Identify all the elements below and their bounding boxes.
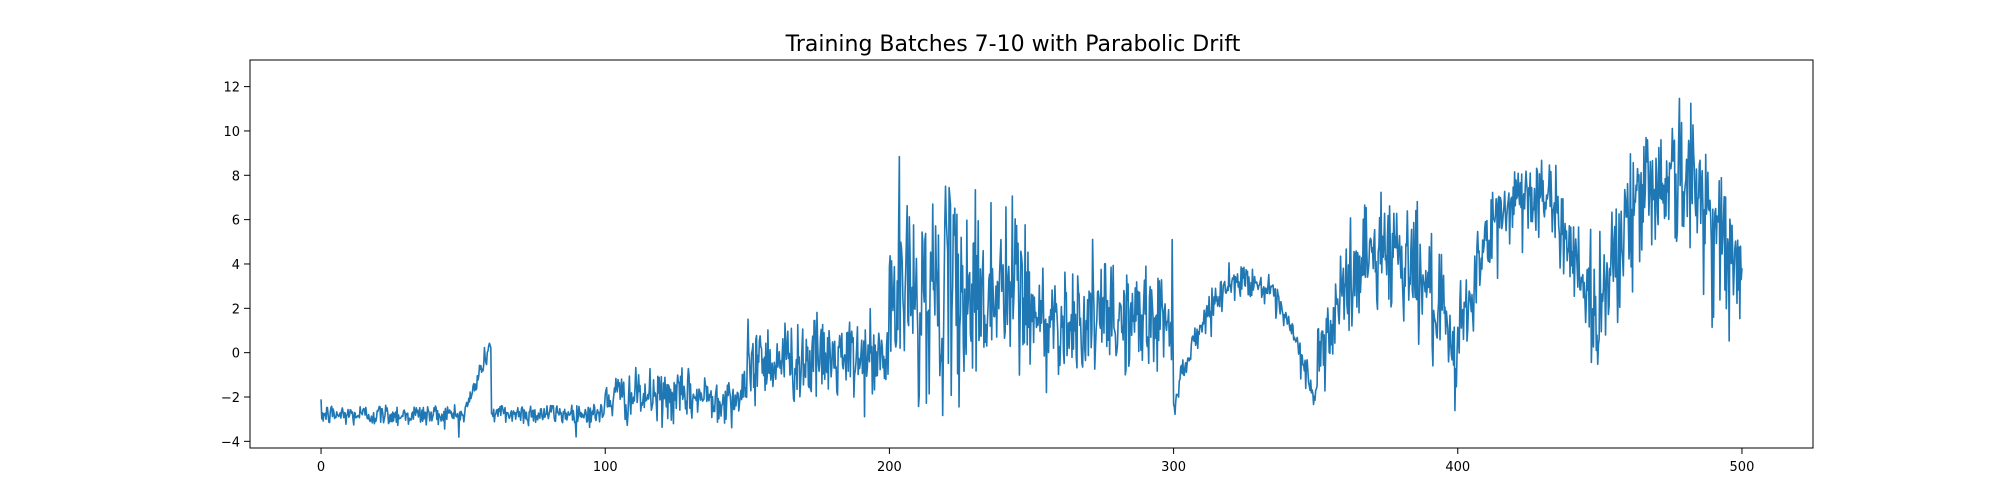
chart-title: Training Batches 7-10 with Parabolic Dri… [785,32,1241,57]
x-tick-label: 200 [877,460,902,475]
x-tick-label: 500 [1730,460,1755,475]
axes-frame [249,59,1814,449]
y-tick-label: 0 [232,347,240,362]
y-tick-label: 10 [223,125,240,140]
y-tick-label: 4 [232,258,240,273]
x-tick-label: 300 [1161,460,1186,475]
y-tick-label: −2 [221,391,240,406]
y-tick-label: 6 [232,214,240,229]
y-tick-label: −4 [221,435,240,450]
plot-line-group [320,97,1743,438]
x-tick-label: 0 [317,460,325,475]
y-tick-label: 8 [232,169,240,184]
x-axis: 0 100 200 300 400 500 [317,448,1754,475]
x-tick-label: 400 [1445,460,1470,475]
y-axis: −4 −2 0 2 4 6 8 10 12 [221,81,250,450]
x-tick-label: 100 [593,460,618,475]
y-tick-label: 2 [232,302,240,317]
series-line-0 [320,97,1743,438]
y-tick-label: 12 [223,81,240,96]
